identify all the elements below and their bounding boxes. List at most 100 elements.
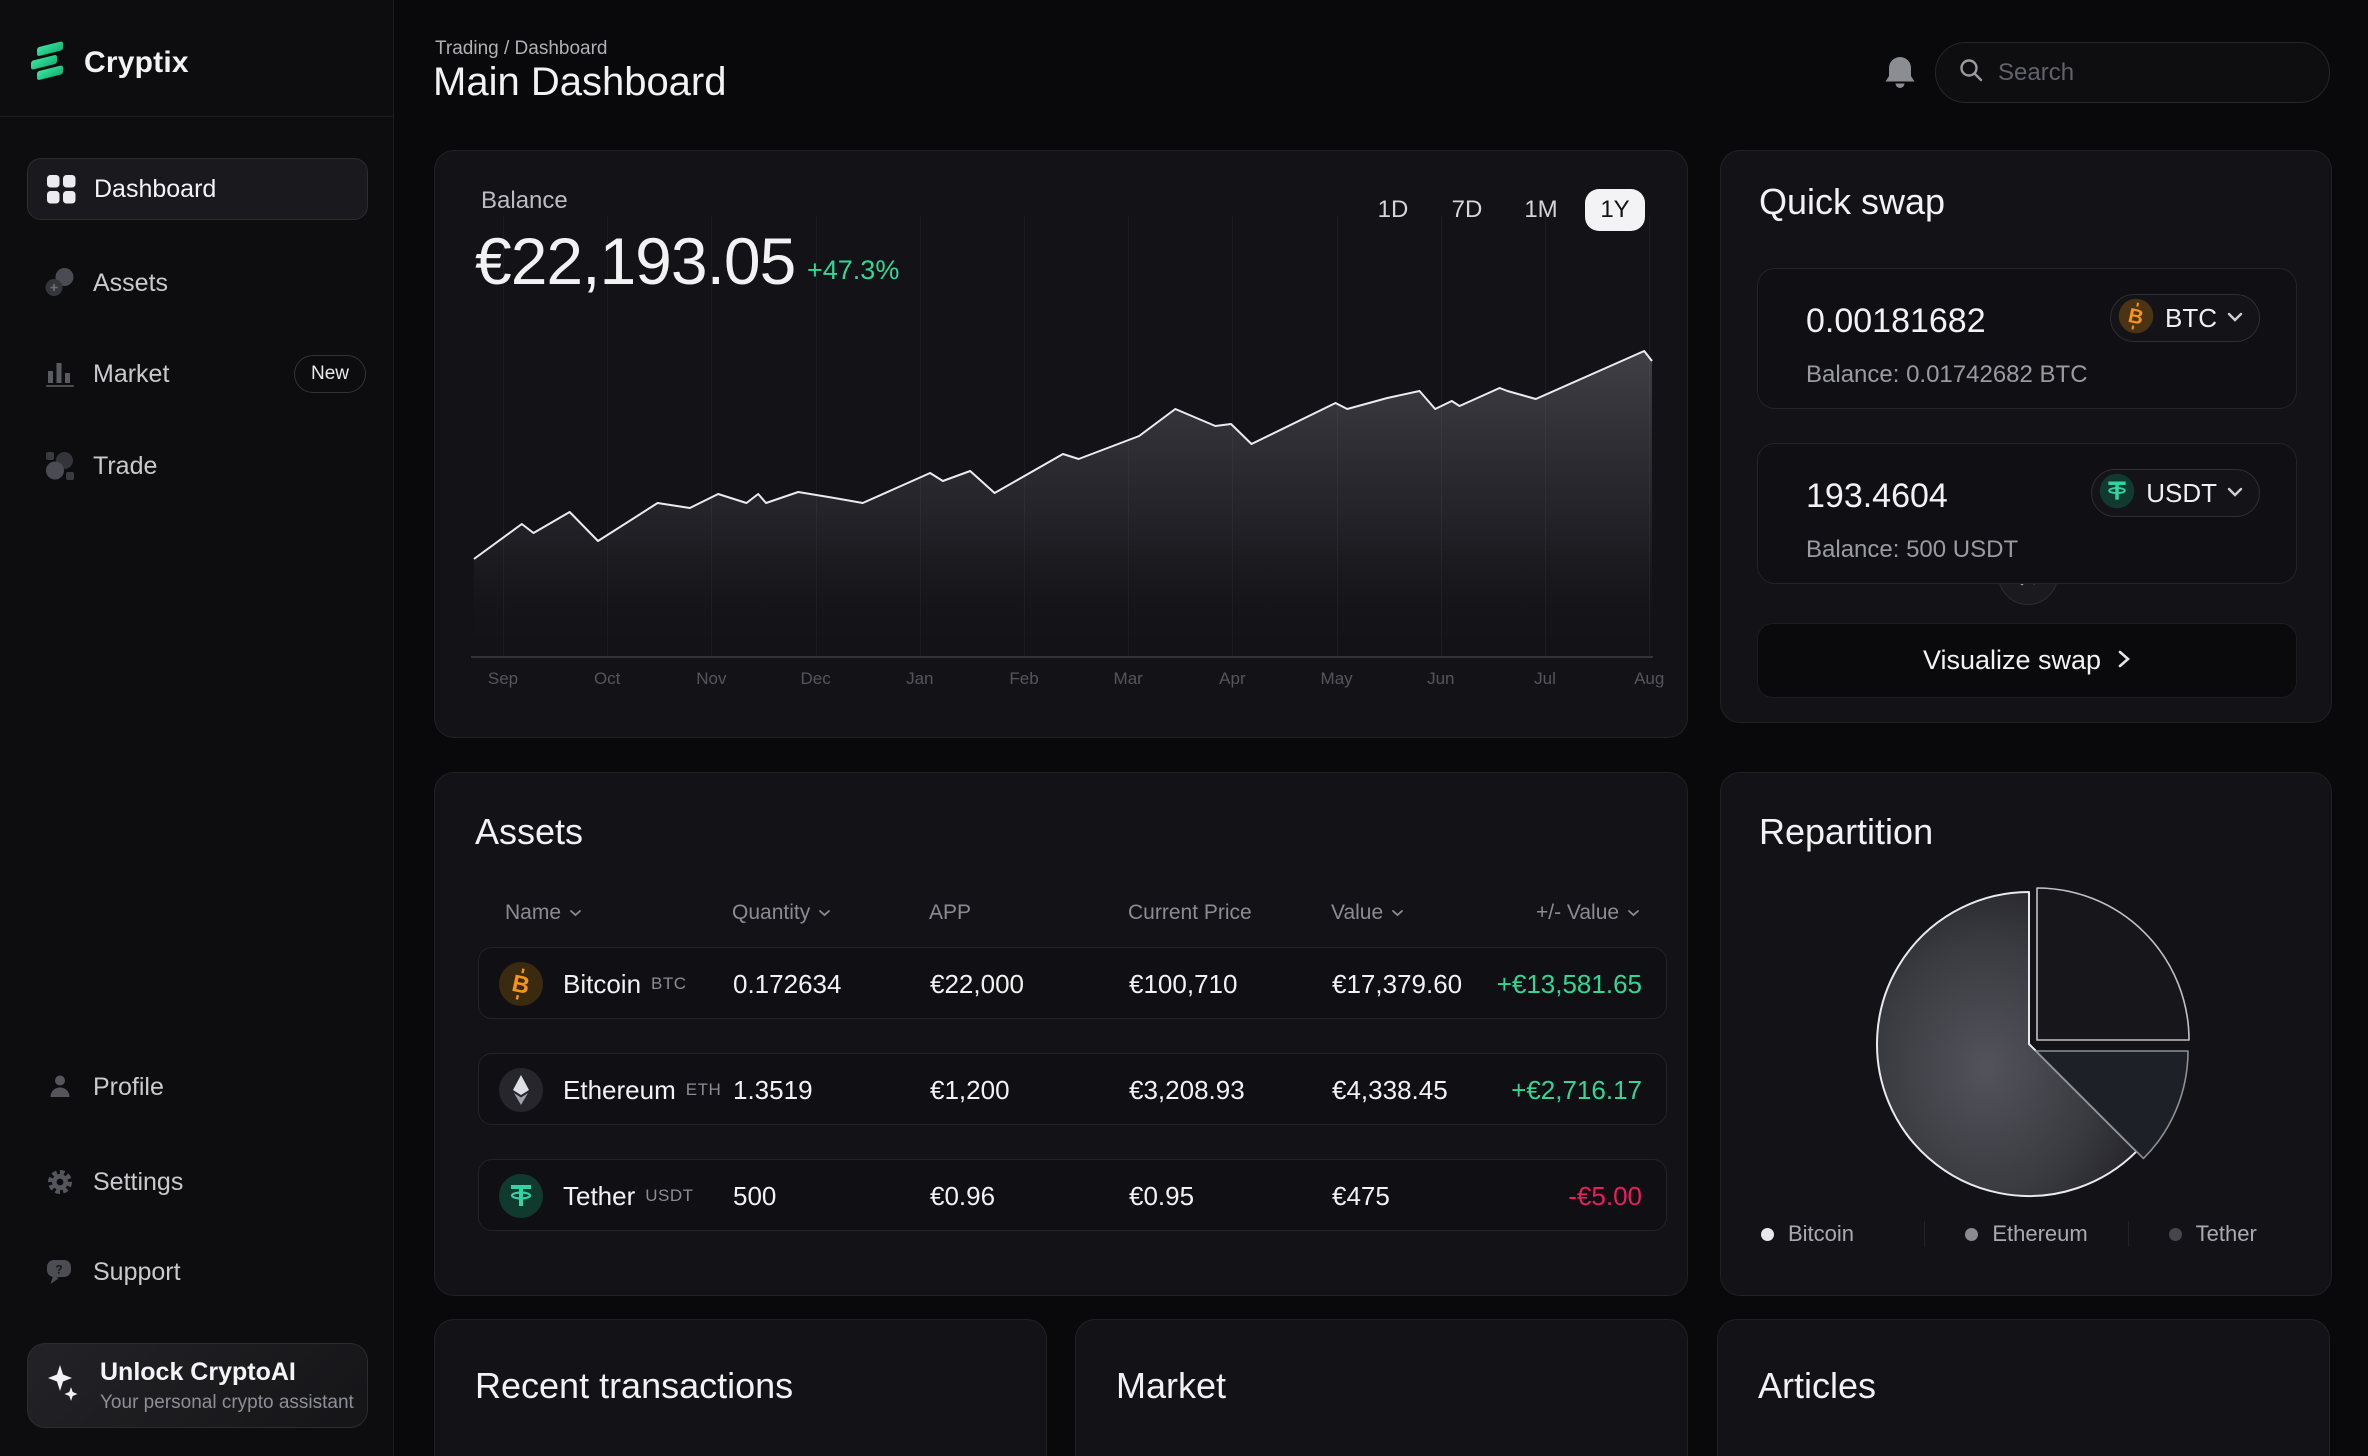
sidebar-item-support[interactable]: ? Support: [27, 1241, 368, 1303]
dashboard-grid-icon: [43, 171, 79, 207]
legend-dot: [1965, 1227, 1979, 1241]
column-header-quantity[interactable]: Quantity: [732, 901, 831, 925]
asset-delta: +€13,581.65: [1496, 968, 1642, 999]
market-card: Market: [1075, 1319, 1688, 1456]
column-header--value[interactable]: +/- Value: [1536, 901, 1640, 925]
month-tick: Jul: [1534, 669, 1556, 688]
asset-name: Bitcoin BTC: [563, 968, 687, 999]
search-input[interactable]: [1998, 58, 2298, 87]
asset-value: €4,338.45: [1332, 1074, 1448, 1105]
pie-slice-tether: [2035, 1050, 2189, 1160]
search-box: [1935, 42, 2330, 103]
breadcrumb: Trading / Dashboard: [435, 38, 608, 59]
market-title: Market: [1116, 1365, 1227, 1406]
svg-text:B: B: [2126, 304, 2145, 330]
asset-current-price: €3,208.93: [1129, 1074, 1245, 1105]
sidebar-item-profile[interactable]: Profile: [27, 1056, 368, 1118]
month-tick: Dec: [800, 669, 831, 688]
legend-item-tether: Tether: [2127, 1221, 2331, 1247]
asset-name: Ethereum ETH: [563, 1074, 722, 1105]
pie-slice-ethereum: [2036, 887, 2190, 1041]
person-icon: [42, 1069, 78, 1105]
bar-chart-icon: [42, 356, 78, 392]
swap-to-amount[interactable]: 193.4604: [1806, 477, 1948, 515]
quick-swap-card: Quick swap 0.00181682 B BTC Balance: 0.0…: [1720, 150, 2332, 723]
month-tick: Jan: [906, 669, 934, 688]
sidebar-item-trade[interactable]: Trade: [27, 435, 368, 497]
column-header-current-price: Current Price: [1128, 901, 1252, 924]
sidebar-item-label: Support: [93, 1257, 181, 1286]
assets-card: Assets Name Quantity APP Current Price Value…: [434, 772, 1688, 1296]
month-tick: Aug: [1634, 669, 1665, 688]
asset-delta: +€2,716.17: [1511, 1074, 1642, 1105]
notifications-bell-icon[interactable]: [1880, 52, 1920, 96]
sidebar-item-market[interactable]: Market New: [27, 343, 368, 405]
asset-row-btc[interactable]: B Bitcoin BTC 0.172634 €22,000 €100,710 €17,37…: [478, 947, 1667, 1019]
sort-chevron-icon: [1628, 910, 1639, 917]
legend-item-bitcoin: Bitcoin: [1721, 1221, 1924, 1247]
balance-label: Balance: [481, 187, 568, 214]
range-1m[interactable]: 1M: [1524, 196, 1558, 223]
from-token-selector[interactable]: B BTC: [2110, 294, 2260, 342]
quick-swap-title: Quick swap: [1759, 181, 1946, 222]
sidebar-item-label: Market: [93, 359, 170, 388]
asset-row-eth[interactable]: Ethereum ETH 1.3519 €1,200 €3,208.93 €4,338.4…: [478, 1053, 1667, 1125]
balance-change: +47.3%: [807, 255, 900, 285]
repartition-title: Repartition: [1759, 811, 1934, 852]
usdt-coin-icon: [499, 1174, 543, 1218]
sidebar-item-dashboard[interactable]: Dashboard: [27, 158, 368, 220]
swap-from-balance: Balance: 0.01742682 BTC: [1806, 361, 2088, 388]
month-tick: Apr: [1219, 669, 1246, 688]
visualize-swap-label: Visualize swap: [1922, 645, 2102, 675]
page-title: Main Dashboard: [433, 60, 727, 104]
unlock-cryptoai-card[interactable]: Unlock CryptoAI Your personal crypto ass…: [27, 1343, 368, 1428]
column-header-app: APP: [929, 901, 972, 924]
balance-amount: €22,193.05: [475, 224, 796, 298]
range-1d[interactable]: 1D: [1377, 196, 1409, 223]
trade-coins-icon: [42, 448, 78, 484]
asset-value: €475: [1332, 1180, 1390, 1211]
sort-chevron-icon: [1392, 910, 1404, 917]
pie-slice-bitcoin: [1876, 891, 2138, 1197]
assets-table-header: Name Quantity APP Current Price Value +/- Val…: [435, 901, 1687, 925]
svg-text:?: ?: [55, 1263, 62, 1277]
chart-baseline: [471, 656, 1653, 658]
usdt-coin-icon: [2098, 472, 2136, 515]
column-header-value[interactable]: Value: [1331, 901, 1404, 925]
swap-from-amount[interactable]: 0.00181682: [1806, 302, 1986, 340]
range-7d[interactable]: 7D: [1451, 196, 1483, 223]
asset-row-usdt[interactable]: Tether USDT 500 €0.96 €0.95 €475 -€5.00: [478, 1159, 1667, 1231]
new-badge: New: [293, 355, 366, 393]
visualize-swap-button[interactable]: Visualize swap: [1757, 623, 2297, 698]
sort-chevron-icon: [819, 910, 831, 917]
articles-card: Articles: [1717, 1319, 2330, 1456]
svg-text:B: B: [510, 970, 533, 1000]
legend-item-ethereum: Ethereum: [1924, 1221, 2127, 1247]
recent-transactions-title: Recent transactions: [475, 1365, 794, 1406]
to-token-selector[interactable]: USDT: [2091, 469, 2260, 517]
range-1y[interactable]: 1Y: [1585, 189, 1645, 231]
sidebar-item-label: Dashboard: [94, 174, 217, 203]
sidebar-item-label: Trade: [93, 451, 158, 480]
month-tick: Nov: [696, 669, 727, 688]
range-switcher: 1D 7D 1M 1Y: [1363, 189, 1645, 231]
logo-row: Cryptix: [0, 0, 393, 117]
asset-current-price: €100,710: [1129, 968, 1238, 999]
sidebar-item-settings[interactable]: Settings: [27, 1151, 368, 1213]
sidebar-item-label: Settings: [93, 1167, 184, 1196]
column-header-name[interactable]: Name: [505, 901, 582, 925]
asset-app: €22,000: [930, 968, 1024, 999]
asset-delta: -€5.00: [1568, 1180, 1642, 1211]
sidebar-item-assets[interactable]: Assets: [27, 252, 368, 314]
repartition-pie-chart: [1876, 887, 2190, 1197]
sidebar: Cryptix Dashboard Assets: [0, 0, 394, 1456]
asset-name: Tether USDT: [563, 1180, 694, 1211]
eth-coin-icon: [499, 1068, 543, 1112]
asset-current-price: €0.95: [1129, 1180, 1195, 1211]
search-icon: [1958, 57, 1984, 88]
asset-quantity: 1.3519: [733, 1074, 813, 1105]
help-bubble-icon: ?: [42, 1254, 78, 1290]
month-tick: Feb: [1009, 669, 1039, 688]
asset-app: €1,200: [930, 1074, 1010, 1105]
asset-app: €0.96: [930, 1180, 996, 1211]
